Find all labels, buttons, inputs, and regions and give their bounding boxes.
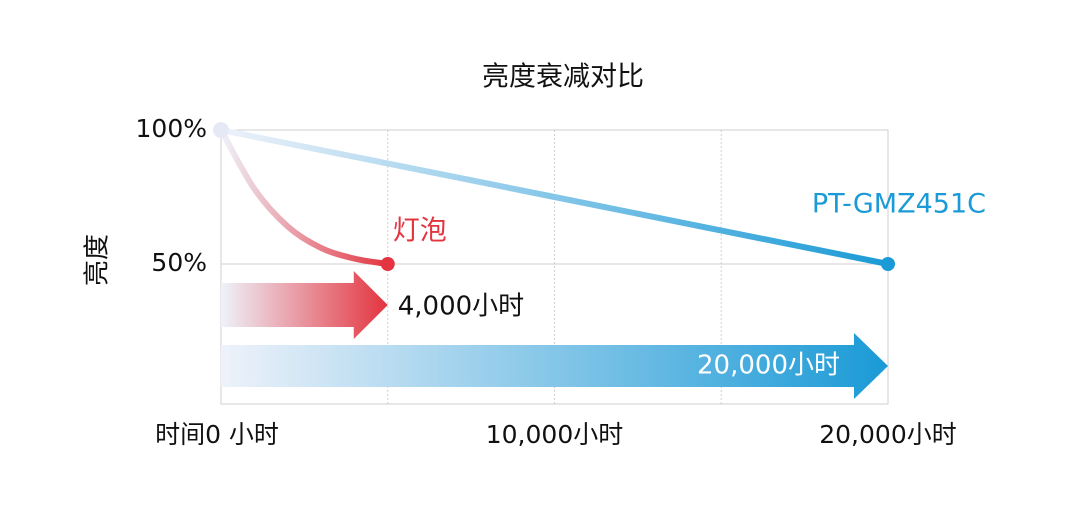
start-point: [213, 122, 229, 138]
arrow-label: 20,000小时: [697, 351, 840, 381]
series-label: PT-GMZ451C: [812, 189, 986, 220]
arrow-label: 4,000小时: [398, 292, 524, 322]
arrow: [221, 271, 388, 339]
end-point: [881, 257, 895, 271]
x-tick-label: 20,000小时: [819, 420, 956, 449]
y-axis-label: 亮度: [83, 234, 113, 286]
line: [218, 127, 891, 267]
end-point: [380, 257, 395, 271]
y-tick-label: 50%: [151, 248, 207, 277]
chart-title: 亮度衰减对比: [482, 62, 644, 93]
series-label: 灯泡: [393, 216, 447, 247]
x-tick-label: 10,000小时: [486, 420, 623, 449]
x-tick-label: 时间0 小时: [155, 420, 279, 449]
y-tick-label: 100%: [136, 114, 207, 143]
arrow: [221, 333, 888, 399]
line: [218, 127, 391, 267]
